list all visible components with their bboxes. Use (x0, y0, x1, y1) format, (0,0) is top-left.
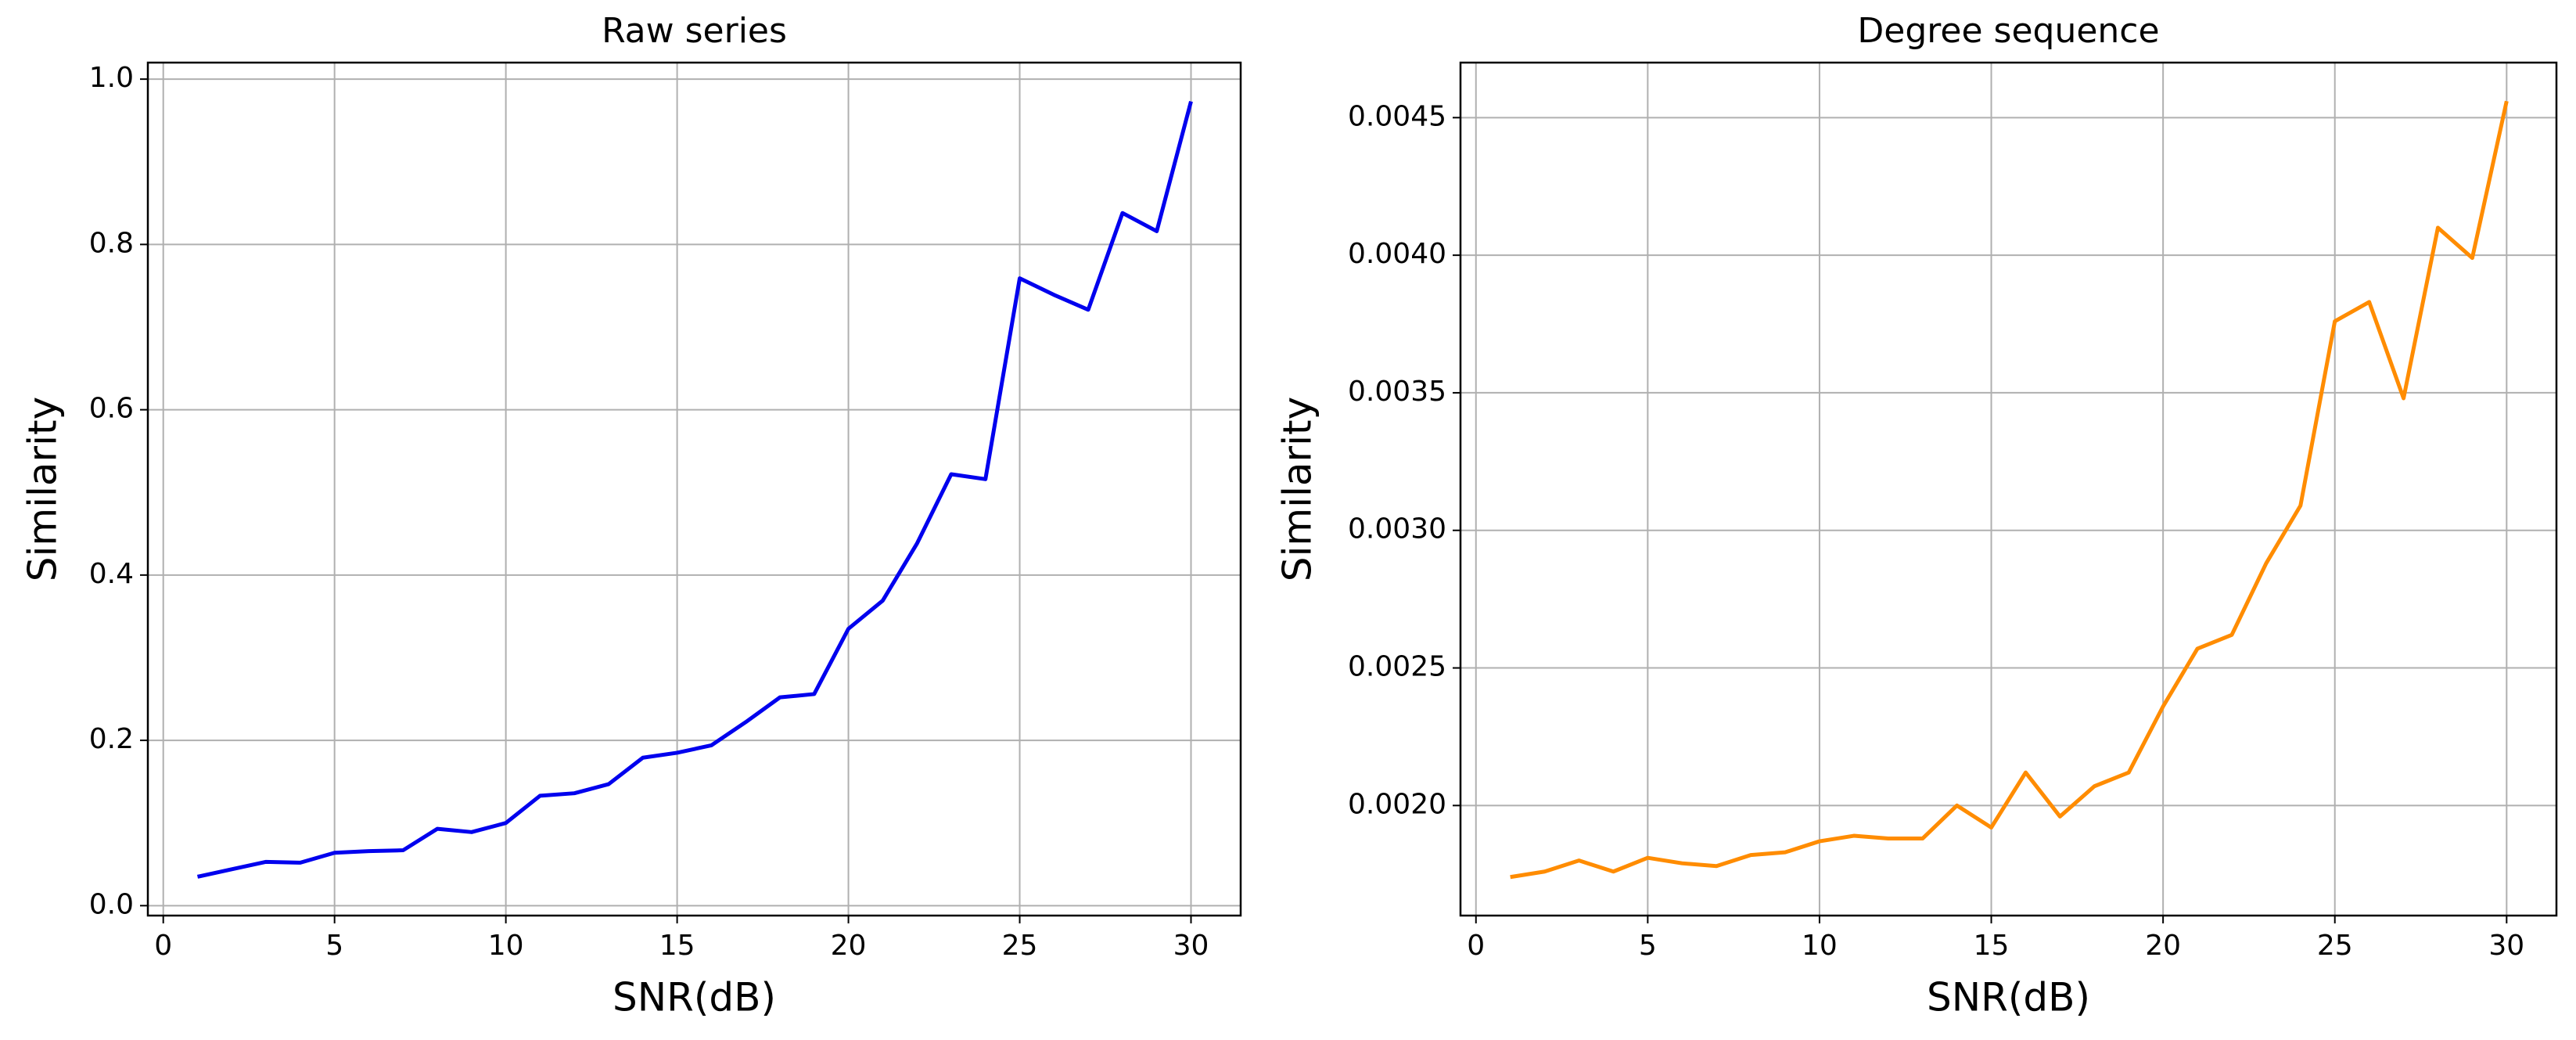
x-tick-label: 30 (2488, 930, 2524, 962)
x-tick-label: 20 (2145, 930, 2181, 962)
x-tick-label: 25 (2317, 930, 2353, 962)
y-axis-label: Similarity (20, 397, 66, 581)
y-tick-label: 0.0035 (1348, 376, 1446, 408)
y-tick-label: 0.0045 (1348, 100, 1446, 132)
x-axis-label: SNR(dB) (613, 975, 776, 1020)
x-tick-label: 10 (488, 930, 524, 962)
y-tick-label: 0.0025 (1348, 651, 1446, 683)
x-tick-label: 25 (1002, 930, 1038, 962)
x-tick-label: 20 (831, 930, 867, 962)
y-tick-label: 0.6 (89, 393, 134, 425)
data-line (1510, 100, 2509, 880)
y-tick-label: 0.0040 (1348, 238, 1446, 270)
axes-frame (1459, 61, 2558, 917)
x-tick-label: 0 (1467, 930, 1485, 962)
chart-title: Degree sequence (1857, 11, 2159, 51)
y-tick-label: 0.0 (89, 888, 134, 920)
chart-title: Raw series (602, 11, 787, 51)
data-line (196, 101, 1193, 879)
y-tick-label: 0.0030 (1348, 513, 1446, 545)
y-tick-label: 0.8 (89, 227, 134, 259)
y-axis-label: Similarity (1275, 397, 1320, 581)
x-tick-label: 15 (659, 930, 695, 962)
x-tick-label: 30 (1173, 930, 1209, 962)
y-tick-label: 0.0020 (1348, 788, 1446, 820)
x-tick-label: 5 (1639, 930, 1657, 962)
y-tick-label: 0.2 (89, 723, 134, 755)
x-tick-label: 15 (1974, 930, 2010, 962)
x-tick-label: 10 (1802, 930, 1838, 962)
y-tick-label: 1.0 (89, 62, 134, 94)
x-tick-label: 5 (325, 930, 343, 962)
x-tick-label: 0 (154, 930, 172, 962)
y-tick-label: 0.4 (89, 558, 134, 590)
axes-frame (146, 61, 1242, 917)
x-axis-label: SNR(dB) (1927, 975, 2090, 1020)
